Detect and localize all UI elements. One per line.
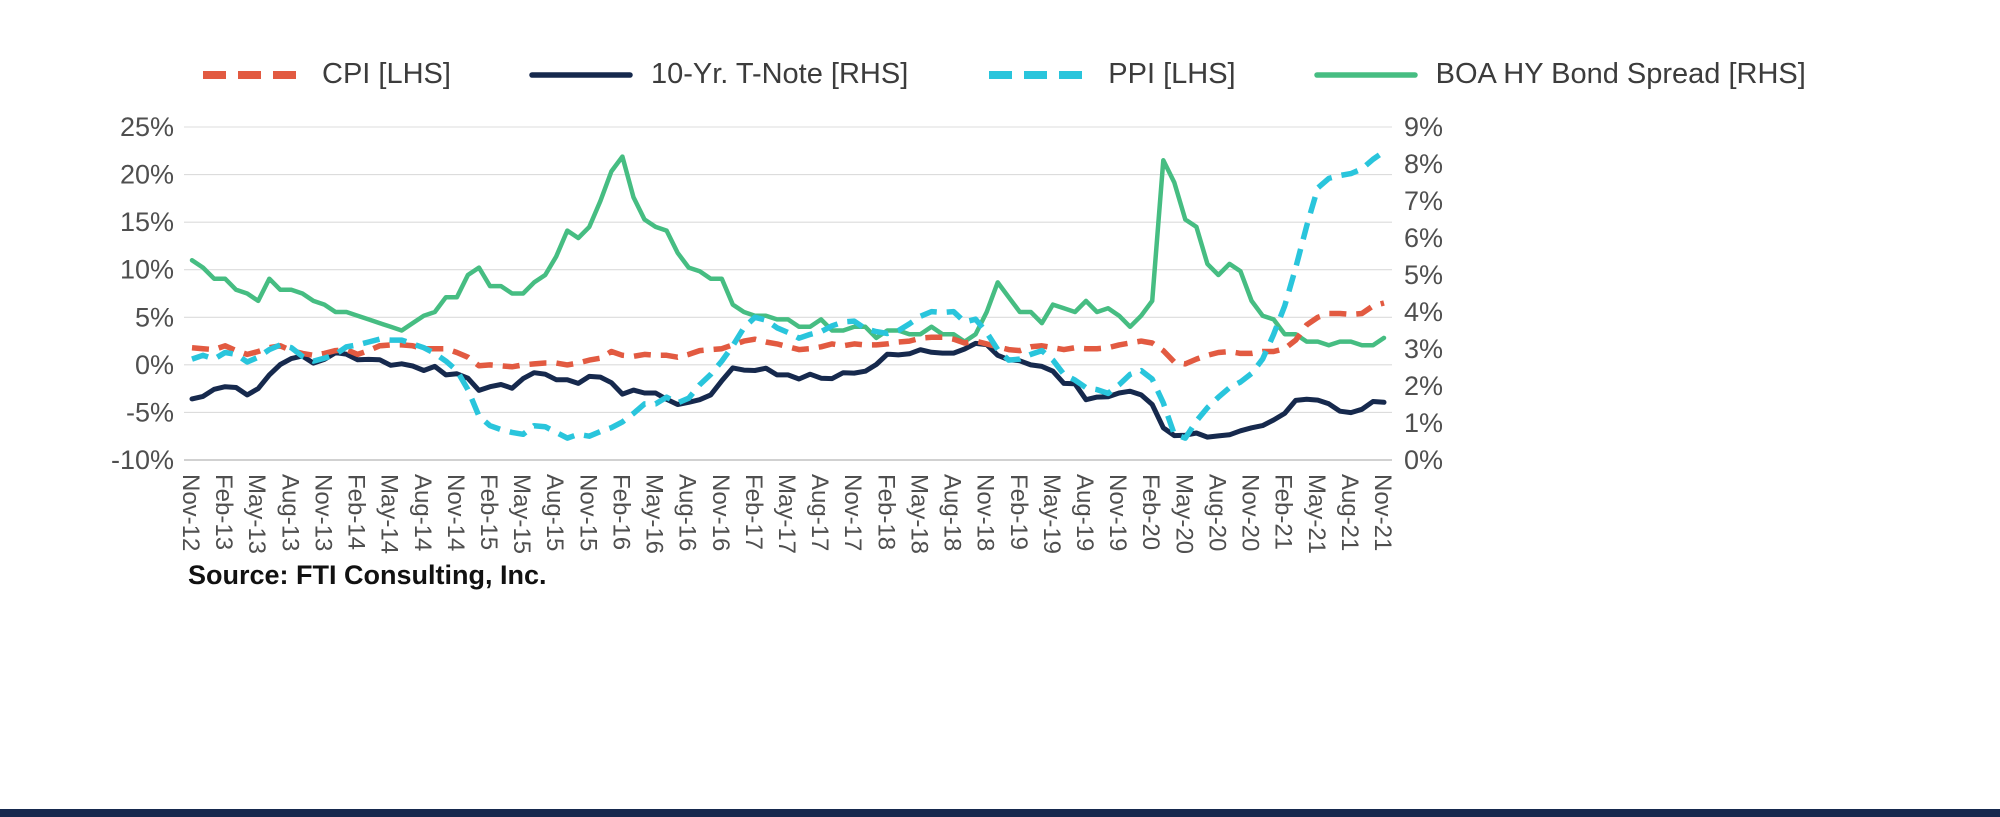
x-axis-labels: Nov-12 Feb-13 May-13 Aug-13 Nov-13 Feb-14 May-… (177, 474, 1396, 554)
gridlines (184, 126, 1392, 461)
svg-text:Aug-16: Aug-16 (674, 474, 701, 551)
svg-text:Feb-20: Feb-20 (1137, 474, 1164, 550)
svg-text:0%: 0% (1404, 445, 1443, 475)
svg-text:7%: 7% (1404, 186, 1443, 216)
right-axis-labels: 9% 8% 7% 6% 5% 4% 3% 2% 1% 0% (1404, 112, 1443, 475)
series-line-0 (191, 300, 1385, 370)
svg-text:Nov-17: Nov-17 (839, 474, 866, 551)
legend-item-hy-spread: BOA HY Bond Spread [RHS] (1313, 58, 1806, 91)
svg-text:May-19: May-19 (1038, 474, 1065, 554)
svg-text:Feb-17: Feb-17 (740, 474, 767, 550)
legend-label-hy-spread: BOA HY Bond Spread [RHS] (1435, 58, 1806, 90)
svg-text:-10%: -10% (111, 445, 174, 475)
svg-text:3%: 3% (1404, 334, 1443, 364)
svg-text:1%: 1% (1404, 408, 1443, 438)
svg-text:Nov-18: Nov-18 (972, 474, 999, 551)
svg-text:May-13: May-13 (243, 474, 270, 554)
svg-text:May-16: May-16 (641, 474, 668, 554)
svg-text:0%: 0% (135, 350, 174, 380)
legend-item-tnote: 10-Yr. T-Note [RHS] (529, 58, 908, 91)
series-line-3 (189, 154, 1387, 348)
left-axis-labels: 25% 20% 15% 10% 5% 0% -5% -10% (111, 112, 174, 475)
series-line-1 (189, 340, 1387, 440)
svg-text:May-15: May-15 (508, 474, 535, 554)
svg-text:15%: 15% (120, 207, 174, 237)
svg-text:Feb-21: Feb-21 (1270, 474, 1297, 550)
source-attribution: Source: FTI Consulting, Inc. (188, 560, 547, 590)
legend-label-tnote: 10-Yr. T-Note [RHS] (650, 58, 909, 90)
svg-text:10%: 10% (120, 255, 174, 285)
svg-text:Aug-18: Aug-18 (939, 474, 966, 551)
svg-text:Aug-21: Aug-21 (1336, 474, 1363, 551)
svg-text:May-17: May-17 (773, 474, 800, 554)
svg-text:Aug-20: Aug-20 (1203, 474, 1230, 551)
footer-bar (0, 809, 2000, 817)
svg-text:Nov-15: Nov-15 (574, 474, 601, 551)
svg-text:5%: 5% (1404, 260, 1443, 290)
svg-text:May-20: May-20 (1170, 474, 1197, 554)
svg-text:May-21: May-21 (1303, 474, 1330, 554)
legend-label-ppi: PPI [LHS] (1108, 58, 1236, 90)
svg-text:Nov-21: Nov-21 (1369, 474, 1396, 551)
svg-text:8%: 8% (1404, 149, 1443, 179)
svg-text:5%: 5% (135, 302, 174, 332)
svg-text:Feb-18: Feb-18 (872, 474, 899, 550)
svg-text:Nov-13: Nov-13 (309, 474, 336, 551)
legend-label-cpi: CPI [LHS] (322, 58, 451, 90)
svg-text:Aug-13: Aug-13 (276, 474, 303, 551)
svg-text:4%: 4% (1404, 297, 1443, 327)
svg-text:May-18: May-18 (905, 474, 932, 554)
series-lines (189, 149, 1387, 441)
series-line-2 (191, 149, 1386, 441)
legend-item-cpi: CPI [LHS] (200, 58, 451, 91)
svg-text:Nov-12: Nov-12 (177, 474, 204, 551)
tnote-solid-line-swatch-icon (529, 68, 633, 82)
svg-text:20%: 20% (120, 160, 174, 190)
svg-text:25%: 25% (120, 112, 174, 142)
cpi-dashed-line-swatch-icon (200, 68, 304, 82)
svg-text:-5%: -5% (126, 397, 174, 427)
svg-text:Nov-19: Nov-19 (1104, 474, 1131, 551)
svg-text:Nov-20: Nov-20 (1237, 474, 1264, 551)
svg-text:May-14: May-14 (376, 474, 403, 554)
svg-text:Aug-19: Aug-19 (1071, 474, 1098, 551)
svg-text:2%: 2% (1404, 371, 1443, 401)
hy-spread-solid-line-swatch-icon (1313, 68, 1418, 82)
svg-text:Feb-16: Feb-16 (607, 474, 634, 550)
svg-text:9%: 9% (1404, 112, 1443, 142)
svg-text:6%: 6% (1404, 223, 1443, 253)
line-chart-plot: 25% 20% 15% 10% 5% 0% -5% -10% 9% 8% 7% 6% 5% 4% 3% 2% 1… (111, 112, 1443, 554)
svg-text:Nov-14: Nov-14 (442, 474, 469, 551)
ppi-dashed-line-swatch-icon (986, 68, 1090, 82)
svg-text:Feb-13: Feb-13 (210, 474, 237, 550)
svg-text:Aug-17: Aug-17 (806, 474, 833, 551)
svg-text:Feb-19: Feb-19 (1005, 474, 1032, 550)
svg-text:Feb-15: Feb-15 (475, 474, 502, 550)
svg-text:Aug-14: Aug-14 (409, 474, 436, 551)
svg-text:Feb-14: Feb-14 (343, 474, 370, 550)
svg-text:Nov-16: Nov-16 (707, 474, 734, 551)
svg-text:Aug-15: Aug-15 (541, 474, 568, 551)
legend-item-ppi: PPI [LHS] (986, 58, 1236, 91)
chart-legend: CPI [LHS] 10-Yr. T-Note [RHS] PPI [LHS] … (200, 58, 1806, 91)
